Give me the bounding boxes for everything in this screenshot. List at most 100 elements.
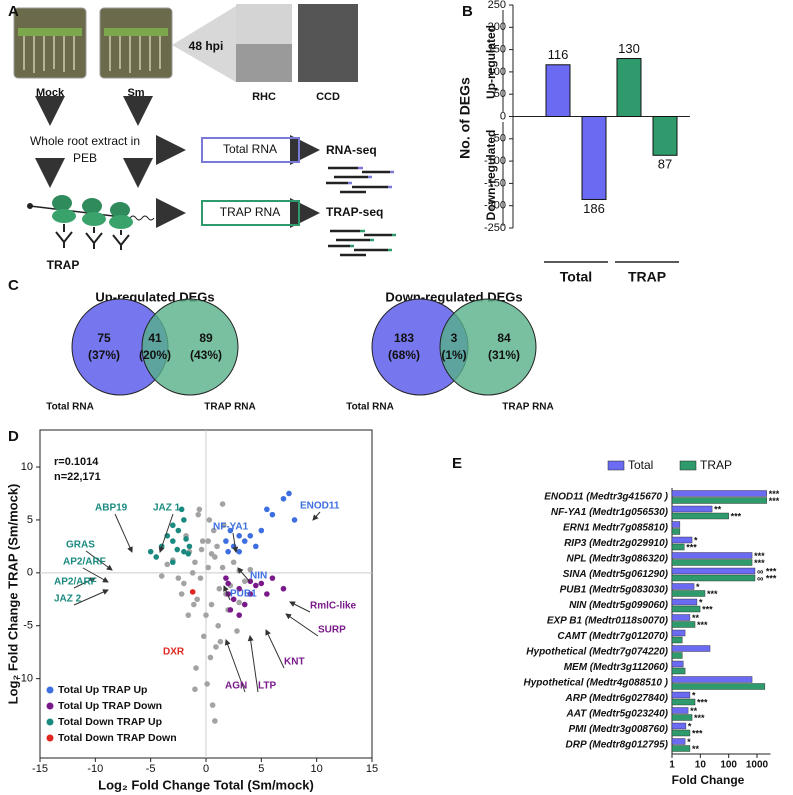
- bar: [671, 714, 693, 721]
- bar: [671, 512, 729, 520]
- y-tick-label: -10: [17, 673, 33, 685]
- annotation-arrow: [285, 613, 319, 637]
- point: [234, 628, 240, 634]
- annotation-arrow: [114, 513, 133, 553]
- annotation-arrow: [232, 532, 239, 553]
- annotation: NF-YA1: [213, 522, 249, 533]
- bar: [671, 490, 767, 497]
- x-tick-label: TRAP: [628, 269, 666, 285]
- point: [219, 501, 226, 507]
- legend-label: Total: [628, 458, 653, 472]
- point: [195, 511, 202, 518]
- point: [209, 702, 216, 708]
- significance: ***: [769, 489, 780, 499]
- arrows: [35, 96, 320, 228]
- point: [291, 517, 298, 523]
- significance: *: [696, 582, 700, 592]
- plate-photo: [13, 7, 87, 79]
- legend-marker: [46, 734, 54, 742]
- bar: [671, 652, 683, 659]
- annotation: DXR: [163, 647, 185, 658]
- point: [236, 612, 242, 618]
- bar: [671, 660, 684, 668]
- y-axis-title: No. of DEGs: [457, 77, 473, 159]
- legend-swatch: [679, 460, 697, 471]
- y-tick-label: 200: [488, 21, 506, 33]
- point: [213, 644, 219, 650]
- y-axis-title: Log₂ Fold Change TRAP (Sm/mock): [5, 484, 20, 705]
- condition: Sm: [127, 87, 144, 99]
- legend-label: Total Down TRAP Up: [58, 716, 162, 728]
- x-tick-label: 1: [669, 760, 675, 771]
- point: [280, 495, 287, 502]
- point: [185, 612, 192, 618]
- y-tick-label: -50: [490, 133, 506, 145]
- point: [205, 564, 212, 571]
- category-label: DRP (Medtr8g012795): [566, 740, 669, 751]
- venn-percent: (1%): [441, 348, 466, 362]
- point: [230, 559, 237, 566]
- significance: ***: [754, 551, 765, 561]
- x-tick-label: -5: [146, 763, 156, 775]
- box: [201, 200, 300, 226]
- point: [183, 536, 189, 542]
- x-tick-label: 0: [203, 763, 209, 775]
- bar: [671, 614, 691, 621]
- reads: [326, 166, 396, 257]
- legend-marker: [46, 718, 54, 726]
- annotation: LTP: [258, 681, 276, 692]
- box-label: TRAP RNA: [220, 205, 280, 219]
- annotation: JAZ 1: [153, 503, 181, 514]
- panel-label: B: [462, 3, 473, 20]
- bar: [671, 543, 685, 551]
- x-tick-label: -10: [87, 763, 103, 775]
- point: [181, 517, 187, 523]
- point: [204, 681, 210, 687]
- bar: [616, 58, 642, 117]
- point: [191, 601, 197, 608]
- point: [219, 564, 226, 571]
- y-tick-label: -100: [484, 155, 506, 167]
- annotation-arrow: [158, 513, 174, 553]
- point: [241, 578, 248, 585]
- significance: ***: [754, 558, 765, 568]
- bar: [671, 691, 691, 699]
- annotation-arrow: [289, 601, 311, 613]
- image-label: RHC: [252, 91, 276, 103]
- point: [212, 718, 218, 724]
- significance: *: [692, 690, 696, 700]
- point: [158, 573, 165, 579]
- annotation: NIN: [250, 571, 267, 582]
- point: [253, 582, 259, 589]
- bar: [545, 64, 571, 117]
- y-tick-label: 150: [488, 44, 506, 56]
- point: [225, 580, 231, 587]
- annotation: KNT: [284, 657, 305, 668]
- point: [264, 591, 270, 597]
- bar: [671, 505, 713, 513]
- venn-circle: [141, 298, 239, 396]
- point: [264, 506, 270, 513]
- significance: *: [687, 737, 691, 747]
- venn-label: Total RNA: [346, 402, 394, 413]
- stat: r=0.1014: [54, 456, 99, 468]
- point: [192, 686, 198, 693]
- bar: [671, 667, 686, 675]
- legend-label: TRAP: [700, 458, 732, 472]
- annotation-arrow: [224, 639, 246, 693]
- significance: ***: [697, 697, 708, 707]
- leaves: [18, 28, 168, 36]
- x-tick-label: -15: [32, 763, 48, 775]
- point: [247, 578, 254, 585]
- legend-marker: [46, 702, 54, 710]
- annotation: AP2/ARF: [54, 577, 97, 588]
- y-tick-label: 0: [27, 567, 33, 579]
- category-label: NPL (Medtr3g086320): [566, 554, 668, 565]
- point: [215, 622, 221, 629]
- point: [241, 601, 248, 608]
- legend-marker: [46, 686, 54, 694]
- point: [153, 554, 159, 560]
- annotation-arrow: [73, 589, 109, 606]
- point: [247, 566, 254, 573]
- bar: [671, 598, 698, 606]
